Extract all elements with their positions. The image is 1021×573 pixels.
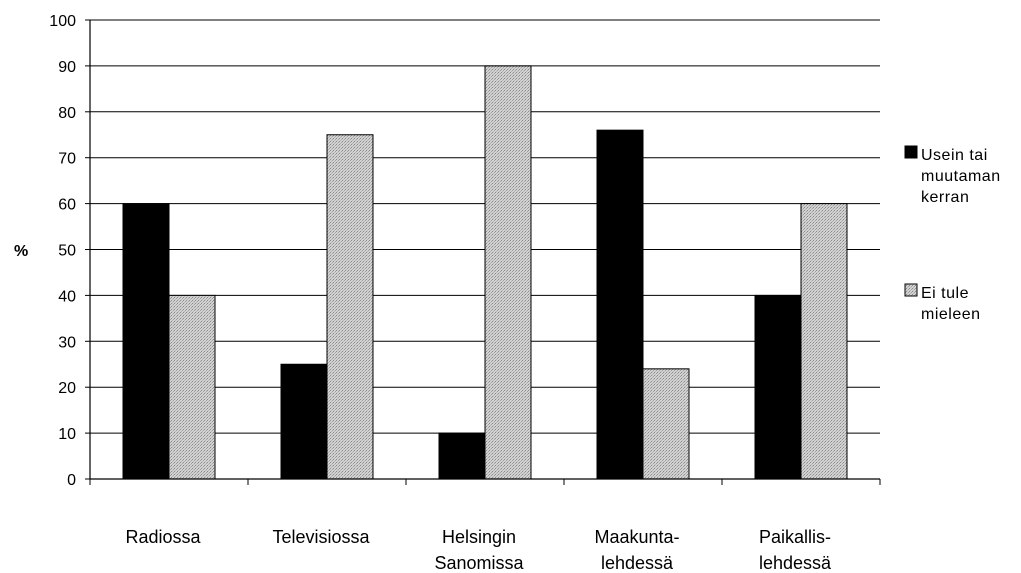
x-category-label: Maakunta-: [594, 527, 679, 547]
x-category-label: Helsingin: [442, 527, 516, 547]
legend-swatch-usein: [904, 145, 918, 159]
bar-ei-tule-4: [642, 368, 690, 480]
y-axis-label: %: [14, 243, 28, 260]
y-tick-label: 30: [58, 334, 76, 351]
axes: [85, 19, 881, 485]
bar-ei-tule-1: [168, 294, 216, 480]
y-tick-label: 90: [58, 59, 76, 76]
bar-usein-3: [438, 432, 486, 480]
y-tick-label: 70: [58, 151, 76, 168]
y-tick-label: 80: [58, 105, 76, 122]
bars: [122, 65, 848, 480]
legend-label: Ei tule: [921, 285, 969, 302]
legend-label: kerran: [921, 189, 969, 206]
x-category-labels: Radiossa Televisiossa Helsingin Sanomissa Ma…: [125, 527, 832, 573]
legend-label: mieleen: [921, 306, 981, 323]
y-tick-label: 20: [58, 380, 76, 397]
bar-usein-2: [280, 363, 328, 480]
y-tick-label: 50: [58, 243, 76, 260]
bar-usein-5: [754, 294, 802, 480]
legend-label: Usein tai: [921, 147, 988, 164]
x-category-label: Radiossa: [125, 527, 201, 547]
legend: Usein tai muutaman kerran Ei tule mieleen: [904, 145, 1001, 323]
y-tick-label: 10: [58, 426, 76, 443]
y-tick-label: 100: [49, 13, 76, 30]
bar-ei-tule-3: [484, 65, 532, 480]
x-category-label: Sanomissa: [434, 553, 524, 573]
y-tick-label: 0: [67, 472, 76, 489]
y-tick-labels: 0 10 20 30 40 50 60 70 80 90 100: [49, 13, 76, 489]
bar-usein-1: [122, 203, 170, 480]
legend-swatch-ei-tule: [904, 283, 918, 297]
y-tick-label: 60: [58, 197, 76, 214]
x-category-label: Televisiossa: [272, 527, 370, 547]
x-category-label: lehdessä: [601, 553, 674, 573]
x-category-label: Paikallis-: [759, 527, 831, 547]
x-category-label: lehdessä: [759, 553, 832, 573]
legend-label: muutaman: [921, 168, 1001, 185]
bar-ei-tule-2: [326, 134, 374, 480]
bar-usein-4: [596, 129, 644, 480]
bar-ei-tule-5: [800, 203, 848, 480]
y-tick-label: 40: [58, 288, 76, 305]
